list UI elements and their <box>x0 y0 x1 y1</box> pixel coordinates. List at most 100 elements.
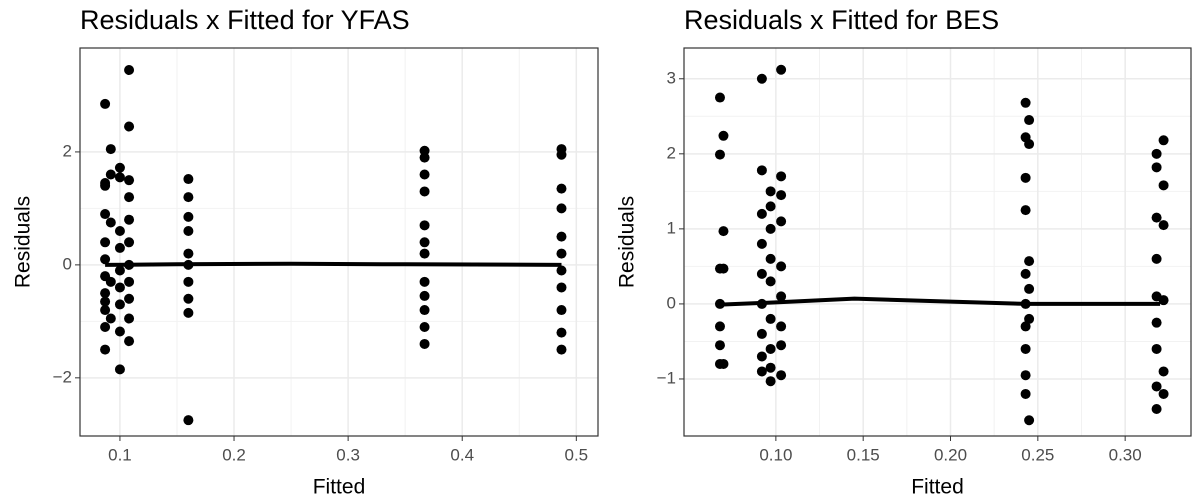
y-tick-label: 0 <box>63 254 72 273</box>
x-tick-label: 0.10 <box>759 445 792 464</box>
point <box>1151 148 1162 159</box>
point <box>419 186 430 197</box>
point <box>765 313 776 324</box>
point <box>1024 313 1035 324</box>
point <box>100 237 111 248</box>
y-tick-label: −1 <box>657 368 676 387</box>
smooth-line <box>719 296 1161 307</box>
point <box>1020 343 1031 354</box>
point <box>1158 295 1169 306</box>
point <box>1151 162 1162 173</box>
point <box>776 216 787 227</box>
point <box>124 293 135 304</box>
point <box>776 64 787 75</box>
point <box>756 238 767 249</box>
point <box>556 305 567 316</box>
point <box>1158 220 1169 231</box>
smooth-line <box>105 261 562 267</box>
point <box>776 321 787 332</box>
point <box>1024 415 1035 426</box>
point <box>183 248 194 259</box>
point <box>105 169 116 180</box>
point <box>100 177 111 188</box>
point <box>765 362 776 373</box>
point <box>1020 97 1031 108</box>
point <box>114 172 125 183</box>
point <box>419 237 430 248</box>
point <box>100 344 111 355</box>
point <box>776 190 787 201</box>
point <box>183 276 194 287</box>
point <box>756 351 767 362</box>
point <box>124 121 135 132</box>
x-tick-label: 0.30 <box>1109 445 1142 464</box>
plot-frame <box>79 47 599 437</box>
point <box>714 92 725 103</box>
point <box>114 299 125 310</box>
point <box>114 265 125 276</box>
point <box>556 282 567 293</box>
point <box>1158 388 1169 399</box>
point <box>1020 321 1031 332</box>
point <box>1151 212 1162 223</box>
point <box>114 225 125 236</box>
point <box>714 149 725 160</box>
point <box>1024 283 1035 294</box>
point <box>776 291 787 302</box>
point <box>765 186 776 197</box>
y-axis-label: Residuals <box>12 196 35 288</box>
y-tick-label: 3 <box>667 68 676 87</box>
point <box>114 162 125 173</box>
point <box>183 211 194 222</box>
point <box>183 293 194 304</box>
x-tick-label: 0.3 <box>336 445 360 464</box>
point <box>419 220 430 231</box>
point <box>100 209 111 220</box>
point <box>1151 343 1162 354</box>
point <box>765 276 776 287</box>
point <box>124 192 135 203</box>
point <box>1158 180 1169 191</box>
point <box>556 344 567 355</box>
point <box>776 261 787 272</box>
point <box>183 192 194 203</box>
point <box>100 305 111 316</box>
y-tick-label: 2 <box>63 141 72 160</box>
point <box>718 263 729 274</box>
point <box>124 175 135 186</box>
point <box>124 214 135 225</box>
point <box>1020 205 1031 216</box>
point <box>419 290 430 301</box>
point <box>556 203 567 214</box>
point <box>756 208 767 219</box>
point <box>556 265 567 276</box>
point <box>114 364 125 375</box>
point <box>556 248 567 259</box>
point <box>718 226 729 237</box>
point <box>419 321 430 332</box>
point <box>556 327 567 338</box>
point <box>765 223 776 234</box>
point <box>776 370 787 381</box>
point <box>114 326 125 337</box>
plot-frame <box>683 47 1192 437</box>
point <box>756 268 767 279</box>
chart-title: Residuals x Fitted for BES <box>684 5 999 35</box>
point <box>419 305 430 316</box>
point <box>105 276 116 287</box>
point <box>419 276 430 287</box>
point <box>556 149 567 160</box>
point <box>183 415 194 426</box>
point <box>776 171 787 182</box>
point <box>765 253 776 264</box>
point <box>1024 115 1035 126</box>
point <box>756 73 767 84</box>
point <box>714 321 725 332</box>
point <box>1024 256 1035 267</box>
point <box>124 276 135 287</box>
point <box>1151 317 1162 328</box>
point <box>714 340 725 351</box>
point <box>100 296 111 307</box>
y-tick-label: 1 <box>667 218 676 237</box>
